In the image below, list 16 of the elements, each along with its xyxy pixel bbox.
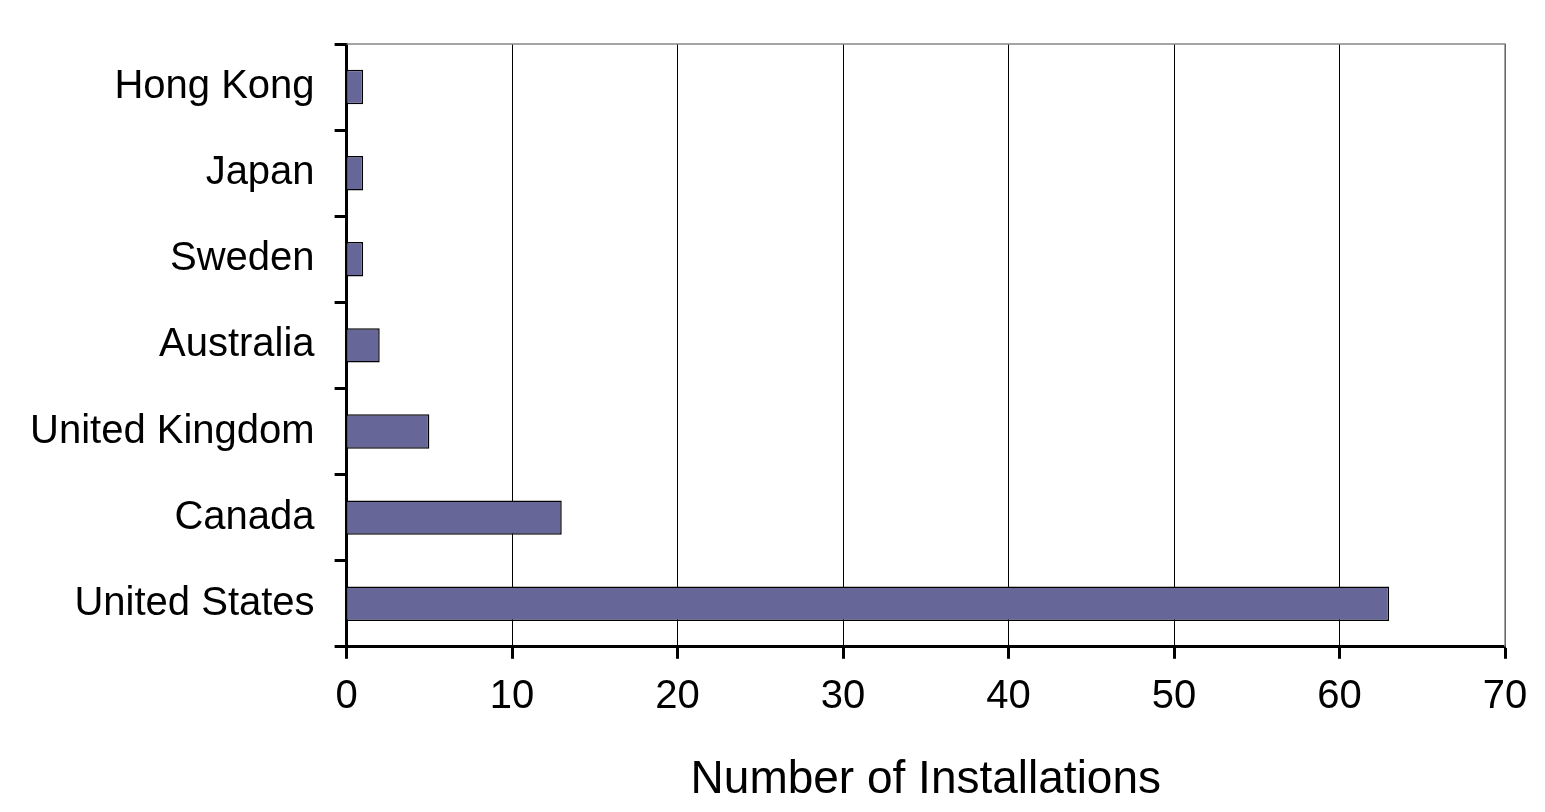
y-tick-label: Sweden — [170, 234, 315, 279]
x-tick-label: 70 — [1482, 671, 1528, 716]
y-tick-label: Australia — [158, 320, 316, 365]
y-tick-label: Hong Kong — [114, 62, 315, 107]
x-tick-label: 20 — [655, 671, 700, 716]
x-tick-label: 50 — [1151, 671, 1197, 716]
x-axis-title: Number of Installations — [690, 751, 1162, 804]
y-tick-label: Japan — [205, 148, 315, 193]
y-tick-label: United Kingdom — [30, 406, 315, 451]
x-tick-label: 0 — [335, 671, 358, 716]
y-tick-label: United States — [74, 578, 315, 623]
x-tick-label: 30 — [820, 671, 866, 716]
x-tick-label: 10 — [489, 671, 535, 716]
y-tick-label: Canada — [174, 492, 316, 537]
x-tick-label: 40 — [986, 671, 1031, 716]
x-tick-label: 60 — [1317, 671, 1362, 716]
